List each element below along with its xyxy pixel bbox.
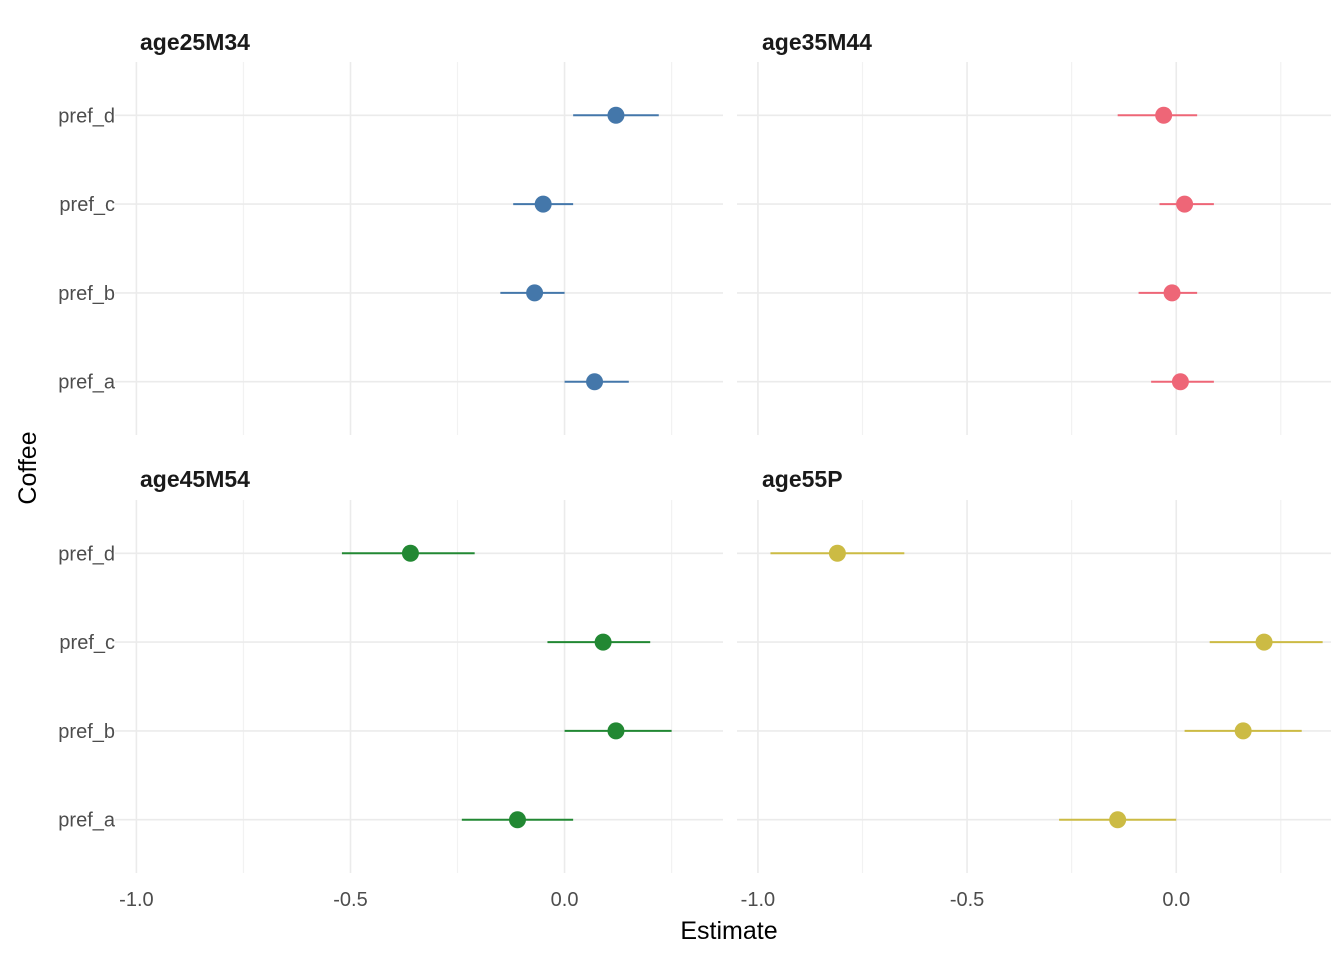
y-tick-label: pref_b [58, 283, 115, 305]
y-tick-label: pref_c [59, 194, 115, 216]
x-axis-title: Estimate [680, 917, 777, 945]
point-pref_d [607, 106, 625, 124]
y-tick-label: pref_b [58, 721, 115, 743]
panel-title: age45M54 [140, 466, 250, 492]
point-pref_a [508, 811, 526, 829]
x-tick-label: 0.0 [551, 889, 579, 911]
point-pref_b [526, 284, 544, 302]
panel-age35M44: age35M44 [737, 29, 1331, 435]
point-pref_b [1163, 284, 1181, 302]
panel-age45M54: age45M54 pref_a pref_b pref_c pref_d -1.0 -0.5… [58, 466, 723, 911]
panel-title: age55P [762, 466, 843, 492]
x-tick-label: 0.0 [1162, 889, 1190, 911]
y-tick-label: pref_d [58, 105, 115, 127]
panel-title: age35M44 [762, 29, 872, 55]
x-tick-label: -0.5 [950, 889, 984, 911]
point-pref_a [1171, 373, 1189, 391]
point-pref_d [1155, 106, 1173, 124]
point-pref_c [534, 195, 552, 213]
point-pref_b [1234, 722, 1252, 740]
point-pref_d [401, 544, 419, 562]
x-tick-label: -0.5 [333, 889, 367, 911]
point-pref_a [586, 373, 604, 391]
panels: age25M34 pref_a pref_b pref_c pref_d age35M44… [58, 29, 1331, 911]
point-pref_c [594, 633, 612, 651]
panel-age25M34: age25M34 pref_a pref_b pref_c pref_d [58, 29, 723, 435]
point-pref_b [607, 722, 625, 740]
x-tick-label: -1.0 [741, 889, 775, 911]
point-pref_c [1255, 633, 1273, 651]
y-tick-label: pref_d [58, 543, 115, 565]
point-pref_d [828, 544, 846, 562]
panel-title: age25M34 [140, 29, 250, 55]
y-tick-label: pref_a [58, 810, 116, 832]
panel-age55P: age55P -1.0 -0.5 0.0 [737, 466, 1331, 911]
point-pref_c [1176, 195, 1194, 213]
x-tick-label: -1.0 [119, 889, 153, 911]
y-tick-label: pref_a [58, 372, 116, 394]
point-pref_a [1109, 811, 1127, 829]
y-axis-title: Coffee [14, 431, 42, 504]
y-tick-label: pref_c [59, 632, 115, 654]
